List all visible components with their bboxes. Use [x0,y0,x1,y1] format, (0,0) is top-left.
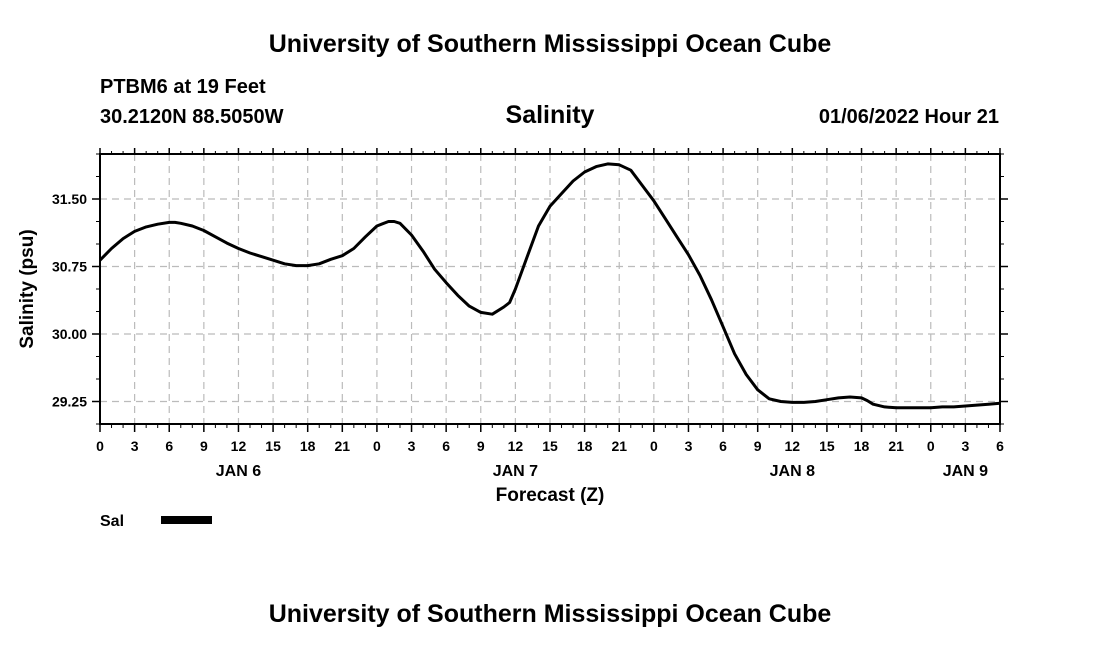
x-tick-label: 3 [685,438,693,454]
date-label: JAN 8 [770,463,815,480]
timestamp-label: 01/06/2022 Hour 21 [818,106,999,128]
x-tick-label: 9 [200,438,208,454]
plot-frame [99,153,1001,425]
x-tick-label: 9 [477,438,485,454]
y-tick-label: 30.75 [52,259,87,275]
x-tick-label: 0 [373,438,381,454]
x-tick-label: 0 [927,438,935,454]
x-tick-label: 0 [650,438,658,454]
legend: Sal [100,513,212,530]
chart-title-top: University of Southern Mississippi Ocean… [268,30,832,58]
x-axis-label: Forecast (Z) [496,485,605,506]
x-tick-label: 18 [577,438,593,454]
x-tick-label: 18 [300,438,316,454]
y-tick-label: 30.00 [52,326,87,342]
date-label: JAN 7 [493,463,538,480]
coordinates-label: 30.2120N 88.5050W [100,106,284,128]
y-tick-label: 31.50 [52,191,87,207]
x-tick-label: 21 [888,438,904,454]
variable-label: Salinity [505,101,595,129]
x-tick-label: 18 [854,438,870,454]
chart-title-bottom: University of Southern Mississippi Ocean… [268,600,832,628]
series-line-sal [98,162,1001,410]
date-label: JAN 6 [216,463,261,480]
x-tick-label: 3 [131,438,139,454]
x-tick-label: 12 [231,438,247,454]
x-tick-label: 15 [542,438,558,454]
x-tick-label: 0 [96,438,104,454]
x-tick-label: 3 [961,438,969,454]
x-tick-label: 15 [819,438,835,454]
grid-lines [100,154,1000,424]
tick-labels: 0 3 6 9 12 15 18 21 0 3 6 9 12 15 18 21 0 3 6 9 12 15 18 21 0 3 6J… [52,191,1004,480]
y-axis-label: Salinity (psu) [17,229,38,348]
x-tick-label: 15 [265,438,281,454]
x-tick-label: 12 [785,438,801,454]
x-tick-label: 6 [719,438,727,454]
x-tick-label: 12 [508,438,524,454]
x-tick-label: 21 [335,438,351,454]
legend-label-sal: Sal [100,513,124,530]
x-tick-label: 6 [165,438,173,454]
x-tick-label: 3 [408,438,416,454]
x-tick-label: 21 [611,438,627,454]
date-label: JAN 9 [943,463,988,480]
x-tick-label: 9 [754,438,762,454]
y-tick-label: 29.25 [52,394,87,410]
station-label: PTBM6 at 19 Feet [100,76,266,98]
x-tick-label: 6 [442,438,450,454]
x-tick-label: 6 [996,438,1004,454]
